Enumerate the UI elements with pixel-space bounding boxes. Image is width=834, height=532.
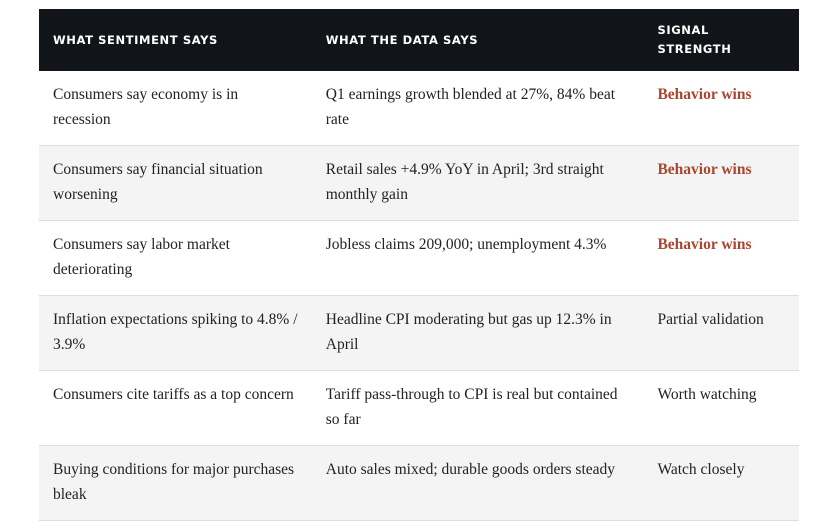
table-cell: Tariff pass-through to CPI is real but c…: [311, 370, 644, 446]
table-row: Consumers cite tariffs as a top concern T…: [39, 370, 799, 446]
table-cell: Consumers say economy is in recession: [39, 71, 312, 146]
table-cell: Partial validation: [643, 295, 799, 371]
table-cell: Inflation expectations spiking to 4.8% /…: [39, 295, 312, 371]
table-row: Consumers say financial situation worsen…: [39, 145, 799, 221]
table-cell: Retail sales +4.9% YoY in April; 3rd str…: [311, 145, 644, 221]
table-cell: Auto sales mixed; durable goods orders s…: [311, 445, 644, 521]
table-cell: Q1 earnings growth blended at 27%, 84% b…: [311, 71, 644, 146]
table-cell: Consumers say financial situation worsen…: [39, 145, 312, 221]
table-cell: Watch closely: [643, 445, 799, 521]
table-cell: Consumers say labor market deteriorating: [39, 220, 312, 296]
table-cell: Behavior wins: [643, 71, 799, 146]
table-row: Consumers say economy is in recession Q1 …: [39, 71, 799, 146]
table-row: Inflation expectations spiking to 4.8% /…: [39, 295, 799, 371]
table-cell: Consumers cite tariffs as a top concern: [39, 370, 312, 446]
table-row: Consumers say labor market deteriorating…: [39, 220, 799, 296]
table-cell: Jobless claims 209,000; unemployment 4.3…: [311, 220, 644, 296]
table-cell: Buying conditions for major purchases bl…: [39, 445, 312, 521]
header-cell: WHAT THE DATA SAYS: [311, 9, 644, 71]
table-row: Buying conditions for major purchases bl…: [39, 445, 799, 521]
header-cell: SIGNAL STRENGTH: [643, 9, 799, 71]
table-cell: Behavior wins: [643, 145, 799, 221]
table-cell: Worth watching: [643, 370, 799, 446]
header-row: WHAT SENTIMENT SAYS WHAT THE DATA SAYS SIG…: [39, 9, 799, 71]
comparison-table: WHAT SENTIMENT SAYS WHAT THE DATA SAYS SIG…: [39, 9, 799, 521]
table-cell: Behavior wins: [643, 220, 799, 296]
table-cell: Headline CPI moderating but gas up 12.3%…: [311, 295, 644, 371]
table-body: Consumers say economy is in recession Q1 …: [39, 71, 799, 521]
header-cell: WHAT SENTIMENT SAYS: [39, 9, 312, 71]
